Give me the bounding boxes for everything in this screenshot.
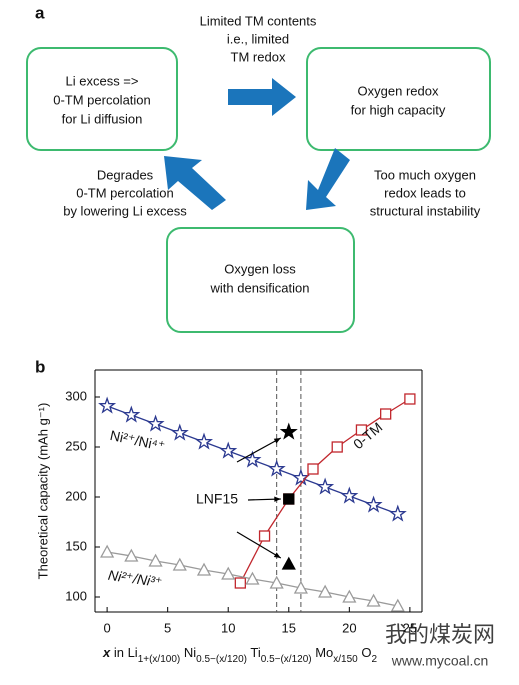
marker: [219, 441, 238, 459]
arrow-label: structural instability: [370, 203, 481, 218]
x-axis-label-part: Ni: [180, 645, 196, 660]
y-tick-label: 300: [65, 388, 87, 403]
arrow-label: Degrades: [97, 167, 154, 182]
marker: [293, 580, 308, 594]
marker: [318, 584, 333, 598]
y-tick-label: 100: [65, 588, 87, 603]
legend-label: Ni²⁺/Ni³⁺: [107, 567, 163, 590]
marker: [279, 422, 298, 440]
marker: [234, 577, 246, 589]
marker: [291, 468, 310, 486]
watermark: www.mycoal.cn: [391, 653, 488, 669]
x-axis-label-part: 0.5−(x/120): [261, 654, 312, 665]
marker: [364, 495, 383, 513]
marker: [331, 441, 343, 453]
arrow-head: [273, 552, 281, 558]
marker: [316, 477, 335, 495]
box: [306, 47, 491, 151]
y-tick-label: 250: [65, 438, 87, 453]
marker: [390, 598, 405, 612]
marker: [98, 396, 117, 414]
legend-label: 0-TM: [350, 419, 385, 452]
box-text: Oxygen loss: [224, 261, 296, 276]
marker: [196, 562, 212, 576]
box: [166, 227, 355, 333]
arrow-label: i.e., limited: [227, 31, 289, 46]
box-text: for high capacity: [351, 102, 446, 117]
annotation: LNF15: [196, 491, 238, 507]
box-text: 0-TM percolation: [53, 92, 151, 107]
x-axis-label-part: 0.5−(x/120): [196, 654, 247, 665]
arrow: [306, 148, 350, 210]
x-axis-label-part: x: [102, 645, 111, 660]
marker: [172, 557, 187, 571]
x-axis-label: x in Li1+(x/100) Ni0.5−(x/120) Ti0.5−(x/…: [102, 645, 377, 665]
y-tick-label: 200: [65, 488, 87, 503]
arrow-head: [274, 496, 281, 502]
marker: [404, 393, 416, 405]
marker: [380, 408, 392, 420]
x-axis-label-part: 2: [371, 654, 377, 665]
x-tick-label: 0: [103, 620, 110, 635]
arrow-label: Limited TM contents: [200, 13, 317, 28]
marker: [281, 556, 296, 570]
x-axis-label-part: x/150: [333, 654, 358, 665]
marker: [243, 450, 262, 468]
arrow-label: TM redox: [231, 49, 286, 64]
x-tick-label: 20: [342, 620, 356, 635]
marker: [355, 424, 368, 436]
box-text: Oxygen redox: [358, 83, 439, 98]
x-tick-label: 10: [221, 620, 235, 635]
series-line: [239, 398, 411, 584]
y-axis-label: Theoretical capacity (mAh g⁻¹): [35, 403, 50, 580]
marker: [340, 486, 359, 504]
arrow-label: by lowering Li excess: [63, 203, 187, 218]
marker: [267, 459, 286, 477]
marker: [388, 504, 407, 522]
arrow-label: 0-TM percolation: [76, 185, 174, 200]
legend-label: Ni²⁺/Ni⁴⁺: [109, 427, 167, 454]
marker: [258, 530, 271, 542]
x-axis-label-part: 1+(x/100): [138, 654, 181, 665]
annotation-arrow: [236, 437, 282, 463]
x-axis-label-part: Mo: [312, 645, 334, 660]
marker: [148, 553, 163, 567]
watermark: 我的煤炭网: [385, 622, 495, 647]
box: [26, 47, 178, 151]
x-tick-label: 5: [164, 620, 171, 635]
arrow-label: redox leads to: [384, 185, 466, 200]
marker: [100, 544, 115, 558]
x-tick-label: 25: [403, 620, 417, 635]
y-tick-label: 150: [65, 538, 87, 553]
marker: [269, 575, 284, 589]
x-axis-label-part: Ti: [247, 645, 261, 660]
marker: [170, 423, 189, 441]
marker: [366, 593, 381, 607]
box-text: Li excess =>: [66, 73, 139, 88]
x-axis-label-part: in Li: [110, 645, 138, 660]
arrow: [164, 156, 226, 210]
marker: [146, 414, 165, 432]
marker: [307, 463, 319, 475]
x-axis-label-part: O: [358, 645, 372, 660]
box-text: for Li diffusion: [62, 111, 143, 126]
arrow-label: Too much oxygen: [374, 167, 476, 182]
panel-label: b: [35, 357, 45, 376]
marker: [245, 571, 260, 585]
marker: [122, 405, 141, 423]
marker: [342, 589, 357, 603]
arrow-head: [273, 438, 281, 444]
box-text: with densification: [210, 280, 310, 295]
arrow: [228, 78, 296, 116]
marker: [124, 548, 139, 562]
marker: [221, 566, 236, 580]
x-tick-label: 15: [282, 620, 296, 635]
annotation-arrow: [236, 531, 282, 559]
marker: [283, 493, 295, 505]
marker: [194, 432, 214, 450]
panel-label: a: [35, 3, 45, 22]
